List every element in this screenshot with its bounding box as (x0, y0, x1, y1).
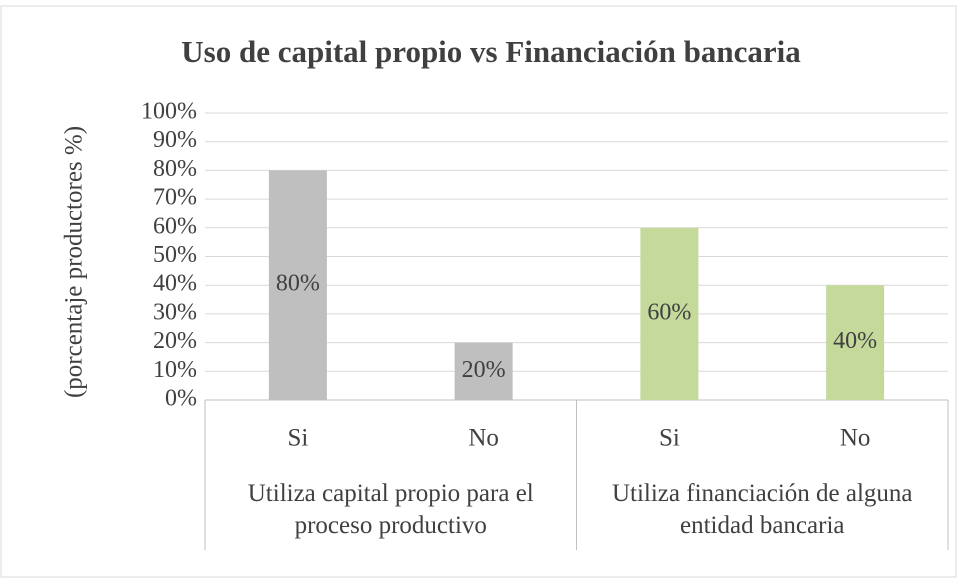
bar (268, 170, 327, 400)
x-tick-label: Si (287, 425, 308, 452)
y-axis-title: (porcentaje productores %) (61, 126, 88, 398)
bar (640, 227, 699, 400)
y-tick-label: 0% (165, 386, 197, 412)
y-tick-label: 70% (153, 185, 197, 211)
y-tick-label: 100% (141, 99, 197, 125)
y-tick-label: 10% (153, 357, 197, 383)
group-label: Utiliza financiación de alguna entidad b… (611, 480, 913, 539)
x-tick-label: Si (659, 425, 680, 452)
data-label: 20% (462, 357, 506, 383)
x-tick-label: No (840, 425, 871, 452)
y-tick-label: 20% (153, 328, 197, 354)
chart-border (0, 5, 957, 578)
y-tick-label: 30% (153, 299, 197, 325)
y-tick-label: 50% (153, 242, 197, 268)
y-tick-label: 90% (153, 127, 197, 153)
x-tick-label: No (468, 425, 499, 452)
y-tick-label: 40% (153, 271, 197, 297)
y-tick-label: 60% (153, 213, 197, 239)
group-label: Utiliza capital propio para el proceso p… (247, 480, 534, 539)
data-label: 40% (833, 328, 877, 354)
data-label: 80% (276, 271, 320, 297)
bar (826, 285, 885, 400)
bar (454, 342, 513, 400)
chart-title: Uso de capital propio vs Financiación ba… (181, 34, 801, 69)
y-tick-label: 80% (153, 156, 197, 182)
data-label: 60% (647, 299, 691, 325)
